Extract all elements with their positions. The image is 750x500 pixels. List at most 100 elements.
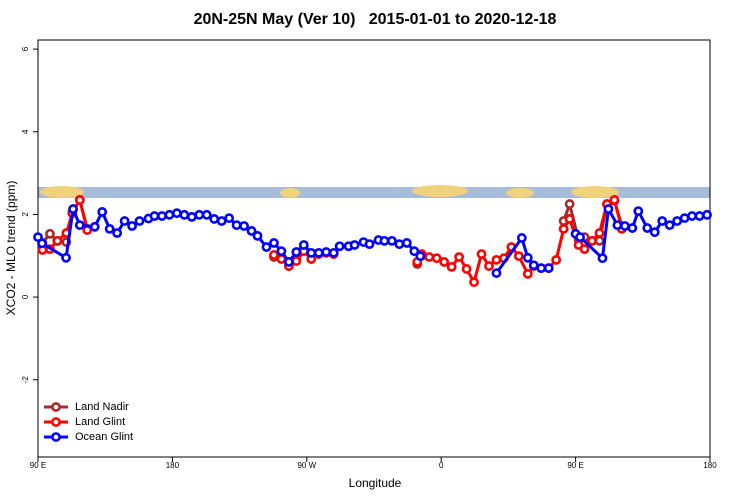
map-strip [38,185,710,198]
chart-title: 20N-25N May (Ver 10) 2015-01-01 to 2020-… [194,11,557,28]
y-tick-label: 6 [21,46,30,51]
data-point [446,261,457,272]
data-point [702,209,712,220]
data-point [476,249,487,259]
data-point [528,260,539,271]
data-point [491,254,502,265]
data-point [484,261,494,271]
data-point [291,247,302,257]
data-point [513,251,524,262]
data-point [157,211,167,221]
data-point [209,214,220,224]
data-point [216,216,227,226]
y-tick-label: 4 [21,129,30,134]
data-point [401,238,412,248]
legend-label: Ocean Glint [75,431,133,443]
legend-marker [51,402,61,412]
legend-marker [51,417,61,427]
data-point [516,233,527,243]
data-point [194,209,205,220]
data-point [291,256,302,267]
data-point [283,257,294,267]
data-point [543,263,554,274]
data-point [112,228,123,238]
data-point [74,195,85,205]
data-point [149,211,160,221]
y-axis-label: XCO2 - MLO trend (ppm) [4,181,18,316]
data-point [491,268,502,278]
data-point [424,252,435,262]
data-point [37,238,47,249]
data-point [564,214,575,224]
data-point [672,216,683,226]
data-point [276,246,287,257]
data-point [321,247,332,257]
data-point [431,253,442,264]
y-tick-label: 0 [21,294,30,299]
data-point [603,204,614,214]
legend-label: Land Glint [75,416,125,428]
data-point [45,228,55,239]
data-point [394,239,405,250]
data-point [269,238,279,248]
data-point [536,263,547,274]
data-point [349,240,360,250]
data-point [104,223,115,234]
data-point [594,228,605,238]
data-point [587,235,597,246]
data-point [334,241,345,252]
data-point [269,250,279,260]
x-tick-label: 90 E [30,461,46,470]
data-point [74,220,85,231]
data-point [119,216,130,226]
data-point [261,242,272,252]
data-point [612,220,623,231]
data-point [252,230,263,241]
data-point [575,232,585,243]
x-axis-label: Longitude [349,476,402,490]
data-point [61,252,71,263]
data-point [469,277,479,288]
data-point [461,264,472,274]
data-point [134,216,145,226]
data-point [164,209,175,220]
x-tick-label: 180 [166,461,180,470]
data-point [551,254,562,265]
data-point [171,208,182,219]
data-point [619,221,630,231]
data-point [239,221,249,231]
data-point [179,209,190,220]
data-point [186,211,197,222]
y-tick-label: 2 [21,212,30,217]
data-point [649,227,660,238]
data-point [52,235,63,246]
data-point [379,235,390,246]
data-point [298,240,309,250]
data-point [306,247,317,258]
data-point [609,195,620,205]
data-point [694,211,705,221]
data-point [664,220,675,231]
data-point [522,252,533,263]
data-point [246,226,257,236]
data-point [642,223,653,233]
data-point [679,213,690,224]
data-point [627,223,638,233]
data-point [687,211,697,221]
y-tick-label: -2 [21,376,30,384]
data-point [564,199,575,209]
data-point [201,209,212,220]
data-point [597,253,608,264]
data-point [387,235,397,246]
data-point [364,239,375,250]
x-tick-label: 90 E [567,461,583,470]
data-point [68,204,78,214]
data-point [313,247,324,258]
x-tick-label: 180 [703,461,717,470]
data-point [558,223,569,234]
x-tick-label: 0 [439,461,444,470]
data-point [439,257,450,267]
data-point [522,269,533,279]
data-point [97,207,108,217]
